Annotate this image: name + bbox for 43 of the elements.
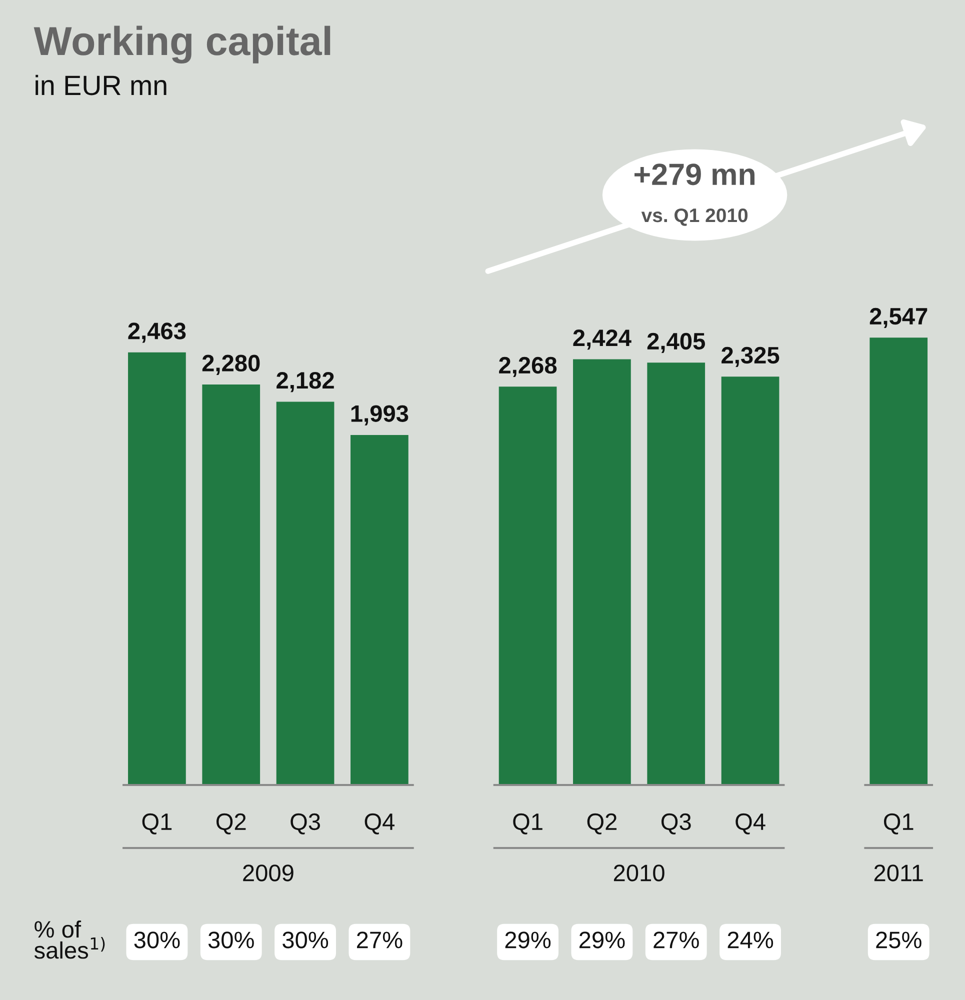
x-tick-label: Q3 <box>290 813 320 834</box>
text: 29% <box>580 932 625 948</box>
bar <box>202 384 260 785</box>
data-label: 2,547 <box>870 308 928 328</box>
text: +279 mn vs. Q1 2010 <box>634 164 754 226</box>
chart-subtitle: in EUR mn <box>36 74 166 96</box>
x-tick-label: Q2 <box>216 813 246 834</box>
x-tick-label: Q4 <box>364 813 395 834</box>
data-label: 2,325 <box>722 346 780 368</box>
x-tick-label: Q1 <box>513 813 542 834</box>
text: 2011 <box>874 864 923 882</box>
text: % of sales$^{1)}$ <box>34 920 105 959</box>
data-label: 2,182 <box>276 372 334 392</box>
bar <box>647 362 706 785</box>
bar <box>721 376 780 785</box>
text: 25% <box>876 932 922 948</box>
data-label: 2,280 <box>202 354 260 375</box>
data-label: 2,424 <box>573 330 632 350</box>
text: 24% <box>728 932 774 948</box>
x-tick-label: Q3 <box>661 813 691 834</box>
bar <box>350 434 408 785</box>
text: 30% <box>134 932 180 948</box>
data-label: 2,268 <box>499 356 557 378</box>
data-label: 2,405 <box>647 332 705 353</box>
x-tick-label: Q1 <box>142 813 172 834</box>
bar <box>573 359 631 785</box>
bar <box>128 352 186 785</box>
text: 30% <box>282 932 328 948</box>
bar <box>276 402 334 785</box>
text: 27% <box>357 932 402 948</box>
data-label: 2,463 <box>128 322 186 343</box>
data-label: 1,993 <box>351 405 408 426</box>
x-tick-label: Q4 <box>736 813 766 834</box>
bar <box>498 386 557 785</box>
text: 30% <box>208 932 254 948</box>
bar <box>870 338 928 785</box>
x-tick-label: Q2 <box>587 813 617 834</box>
x-tick-label: Q1 <box>884 813 914 834</box>
text: 27% <box>654 932 699 948</box>
text: 2010 <box>614 864 664 882</box>
text: 29% <box>505 932 551 948</box>
chart-title: Working capital <box>34 26 330 64</box>
text: 2009 <box>243 864 294 882</box>
